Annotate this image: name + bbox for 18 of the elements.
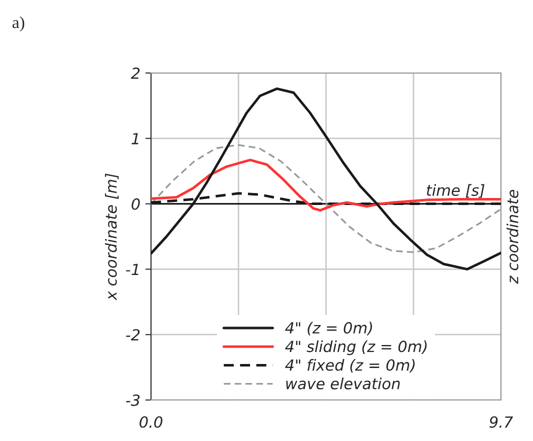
- legend-label: 4" sliding (z = 0m): [285, 340, 427, 356]
- legend-label: 4" fixed (z = 0m): [285, 358, 415, 373]
- x-tick-label: 0.0: [140, 416, 162, 428]
- line-series: [151, 158, 501, 212]
- x-axis-title: time [s]: [426, 184, 484, 198]
- y-axis-title: x coordinate [m]: [105, 174, 119, 301]
- legend-label: wave elevation: [286, 378, 400, 390]
- y-tick-label: -2: [126, 329, 140, 340]
- x-tick-label: 9.7: [490, 416, 514, 428]
- y-tick-label: 1: [132, 133, 138, 144]
- y2-axis-title: z coordinate: [506, 190, 518, 284]
- y-tick-label: 2: [130, 67, 140, 79]
- legend-label: 4" (z = 0m): [285, 322, 372, 336]
- y-tick-label: -3: [126, 394, 140, 406]
- y-tick-label: 0: [132, 198, 140, 210]
- y-tick-label: -1: [126, 264, 138, 276]
- line-series: [151, 87, 501, 270]
- text: a): [12, 16, 24, 32]
